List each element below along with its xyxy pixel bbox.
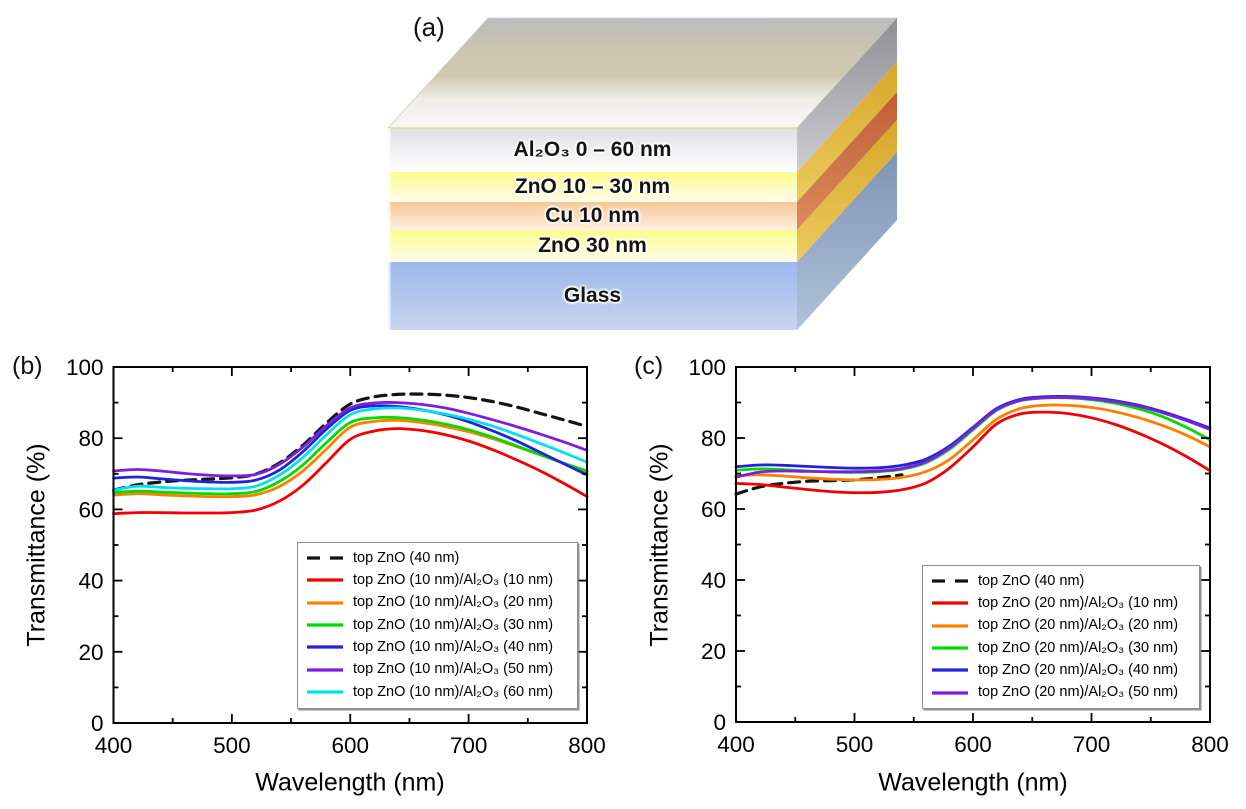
data-series-3 (112, 415, 589, 496)
data-series-3 (734, 396, 1212, 474)
stack-front-layer-3 (388, 230, 797, 262)
legend-line-sample (932, 579, 968, 583)
x-tick-label: 500 (836, 732, 874, 757)
stack-side-layer-4 (797, 152, 897, 330)
stack-front-layer-1 (388, 172, 797, 202)
chart-b-y-axis-title: Transmittance (%) (22, 443, 51, 647)
data-series-6 (112, 406, 589, 492)
x-tick-label: 700 (450, 733, 488, 758)
legend-label: top ZnO (10 nm)/Al₂O₃ (40 nm) (353, 639, 554, 656)
legend-item: top ZnO (10 nm)/Al₂O₃ (50 nm) (306, 658, 569, 680)
legend-label: top ZnO (20 nm)/Al₂O₃ (40 nm) (978, 662, 1179, 679)
layer-stack-diagram (387, 17, 898, 330)
stack-front-layer-2 (388, 202, 797, 230)
legend-item: top ZnO (10 nm)/Al₂O₃ (30 nm) (306, 614, 569, 636)
legend-line-sample (307, 578, 343, 583)
layer-label-4: Glass (563, 284, 622, 307)
legend-label: top ZnO (10 nm)/Al₂O₃ (50 nm) (353, 661, 554, 678)
layer-label-0: Al₂O₃ 0 – 60 nm (513, 138, 672, 161)
chart-c-plot: 400 500 600 700 800 0 20 40 60 80 100 (688, 355, 1229, 757)
x-tick-label: 400 (95, 733, 133, 758)
x-tick-label: 400 (717, 732, 755, 757)
y-tick-label: 0 (713, 710, 726, 735)
x-tick-label: 800 (568, 733, 606, 758)
chart-c-y-axis-title: Transmittance (%) (645, 443, 674, 647)
data-series-5 (112, 400, 589, 478)
legend-label: top ZnO (40 nm) (353, 549, 460, 566)
y-tick-label: 20 (78, 640, 103, 665)
y-tick-label: 100 (688, 355, 726, 380)
y-tick-label: 40 (78, 569, 103, 594)
layer-label-1: ZnO 10 – 30 nm (514, 175, 671, 198)
y-tick-label: 60 (78, 497, 103, 522)
data-series-2 (734, 403, 1212, 482)
legend-item: top ZnO (10 nm)/Al₂O₃ (10 nm) (306, 569, 569, 591)
data-series-5 (734, 396, 1212, 479)
legend-item: top ZnO (40 nm) (931, 570, 1191, 592)
x-tick-label: 500 (213, 733, 251, 758)
chart-b-legend: top ZnO (40 nm) top ZnO (10 nm)/Al₂O₃ (10… (297, 542, 578, 709)
data-series-1 (112, 427, 589, 516)
layer-label-3: ZnO 30 nm (538, 234, 647, 257)
legend-line-sample (307, 668, 343, 672)
legend-label: top ZnO (40 nm) (978, 572, 1085, 589)
stack-side-layer-1 (797, 62, 897, 202)
chart-c-x-axis-title: Wavelength (nm) (878, 768, 1068, 797)
legend-line-sample (307, 556, 343, 560)
legend-item: top ZnO (20 nm)/Al₂O₃ (40 nm) (931, 659, 1191, 681)
data-series-0 (734, 473, 904, 496)
y-tick-label: 100 (66, 355, 104, 380)
legend-line-sample (307, 623, 343, 627)
panel-label-b: (b) (12, 352, 43, 380)
legend-item: top ZnO (20 nm)/Al₂O₃ (50 nm) (931, 681, 1191, 703)
legend-label: top ZnO (20 nm)/Al₂O₃ (30 nm) (978, 639, 1179, 656)
legend-item: top ZnO (10 nm)/Al₂O₃ (20 nm) (306, 592, 569, 614)
legend-line-sample (932, 646, 968, 650)
x-tick-label: 600 (331, 733, 369, 758)
legend-line-sample (932, 668, 968, 672)
stack-front-layer-4 (388, 262, 797, 330)
legend-item: top ZnO (20 nm)/Al₂O₃ (30 nm) (931, 637, 1191, 659)
stack-side-layer-3 (797, 120, 897, 262)
data-series-1 (734, 410, 1212, 495)
y-tick-label: 60 (701, 497, 726, 522)
legend-item: top ZnO (20 nm)/Al₂O₃ (20 nm) (931, 615, 1191, 637)
stack-front-layer-0 (388, 128, 797, 172)
x-tick-label: 600 (954, 732, 992, 757)
legend-label: top ZnO (10 nm)/Al₂O₃ (60 nm) (353, 683, 554, 700)
legend-line-sample (932, 691, 968, 695)
chart-c-legend: top ZnO (40 nm) top ZnO (20 nm)/Al₂O₃ (10… (922, 565, 1200, 709)
data-series-4 (112, 404, 589, 484)
legend-line-sample (932, 624, 968, 628)
stack-side-layer-2 (797, 92, 897, 230)
legend-line-sample (307, 690, 343, 694)
panel-label-c: (c) (634, 352, 664, 380)
legend-label: top ZnO (10 nm)/Al₂O₃ (30 nm) (353, 616, 554, 633)
panel-label-a: (a) (413, 12, 445, 42)
layer-label-2: Cu 10 nm (545, 204, 640, 227)
legend-item: top ZnO (40 nm) (306, 547, 569, 569)
legend-line-sample (932, 601, 968, 606)
legend-label: top ZnO (20 nm)/Al₂O₃ (20 nm) (978, 617, 1179, 634)
legend-item: top ZnO (10 nm)/Al₂O₃ (60 nm) (306, 681, 569, 703)
legend-line-sample (307, 645, 343, 649)
x-tick-label: 700 (1073, 732, 1111, 757)
legend-label: top ZnO (20 nm)/Al₂O₃ (50 nm) (978, 684, 1179, 701)
stack-side-layer-0 (797, 18, 897, 172)
y-tick-label: 80 (701, 426, 726, 451)
chart-b-x-axis-title: Wavelength (nm) (255, 768, 445, 797)
x-tick-label: 800 (1191, 732, 1229, 757)
y-tick-label: 20 (701, 639, 726, 664)
legend-item: top ZnO (20 nm)/Al₂O₃ (10 nm) (931, 592, 1191, 614)
legend-label: top ZnO (10 nm)/Al₂O₃ (10 nm) (353, 572, 554, 589)
legend-item: top ZnO (10 nm)/Al₂O₃ (40 nm) (306, 636, 569, 658)
y-tick-label: 0 (91, 711, 104, 736)
y-tick-label: 80 (78, 426, 103, 451)
legend-line-sample (307, 601, 343, 605)
chart-b-plot: 400 500 600 700 800 0 20 40 60 80 100 (66, 355, 606, 758)
legend-label: top ZnO (20 nm)/Al₂O₃ (10 nm) (978, 595, 1179, 612)
y-tick-label: 40 (701, 568, 726, 593)
legend-label: top ZnO (10 nm)/Al₂O₃ (20 nm) (353, 594, 554, 611)
